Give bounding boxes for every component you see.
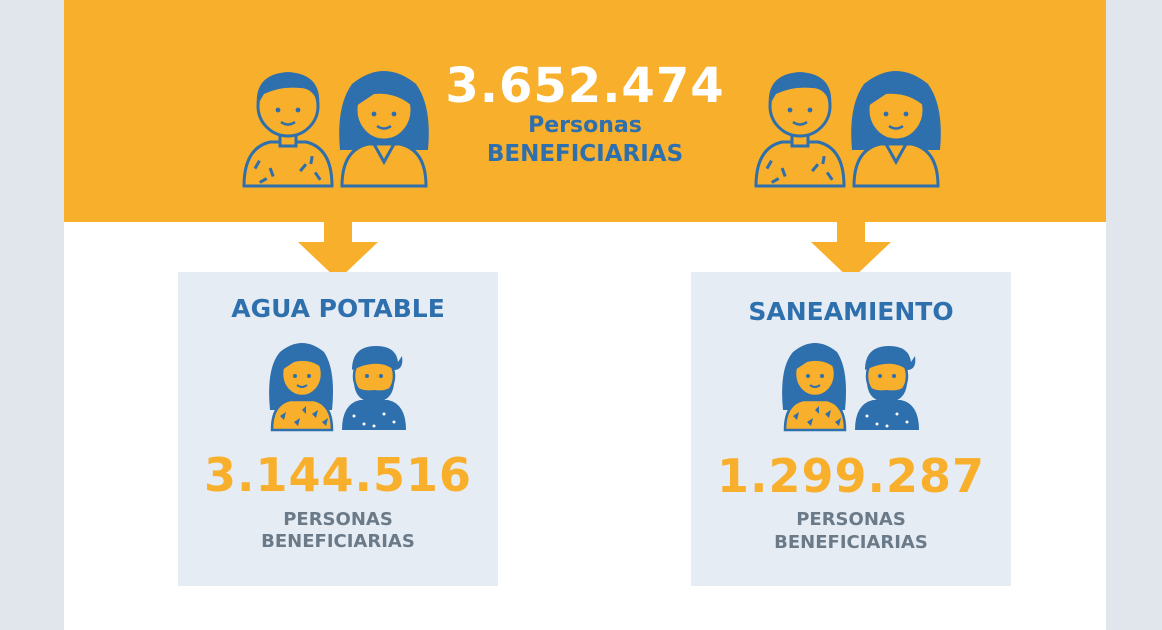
woman-icon: [339, 71, 429, 188]
total-beneficiaries-label: BENEFICIARIAS: [486, 141, 684, 167]
card-label: PERSONAS: [796, 509, 906, 530]
card-value: 3.144.516: [204, 448, 472, 502]
down-arrow-icon: [298, 222, 378, 280]
category-card-agua-potable: AGUA POTABLE 3.144.516 PERSONAS BENEFICI…: [178, 272, 498, 586]
down-arrow-icon: [811, 222, 891, 280]
card-label: PERSONAS: [283, 509, 393, 530]
total-beneficiaries-value: 3.652.474: [445, 58, 725, 114]
woman-icon: [851, 71, 941, 188]
man-icon: [855, 346, 919, 430]
total-beneficiaries-label: Personas: [528, 113, 642, 138]
card-label: BENEFICIARIAS: [774, 532, 928, 553]
card-title: SANEAMIENTO: [748, 297, 954, 326]
woman-icon: [782, 343, 847, 432]
card-value: 1.299.287: [717, 449, 985, 503]
man-icon: [342, 346, 406, 430]
man-icon: [754, 72, 846, 188]
man-icon: [242, 72, 334, 188]
category-card-saneamiento: SANEAMIENTO 1.299.287 PERSONAS BENEFICIA…: [691, 272, 1011, 586]
card-title: AGUA POTABLE: [231, 294, 445, 323]
woman-icon: [269, 343, 334, 432]
card-label: BENEFICIARIAS: [261, 531, 415, 552]
